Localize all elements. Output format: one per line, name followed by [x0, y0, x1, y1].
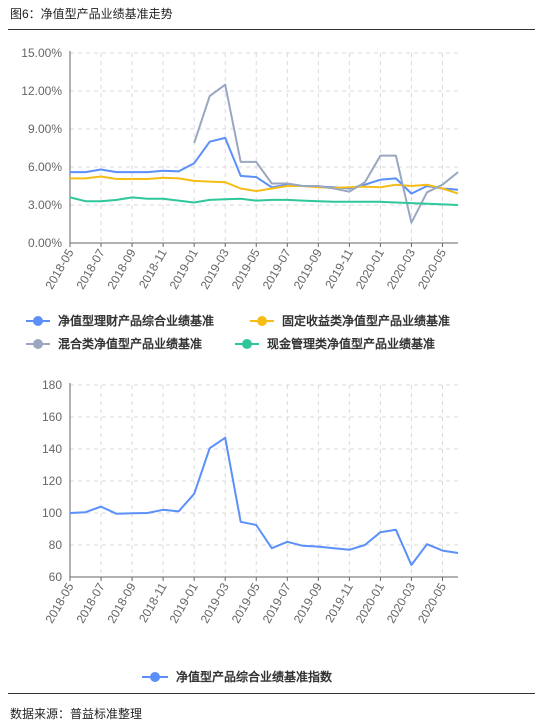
y-tick-label: 0.00%: [28, 236, 62, 250]
x-tick-label: 2019-09: [291, 246, 325, 291]
legend-marker: [150, 672, 160, 682]
x-tick-label: 2019-07: [260, 580, 294, 625]
legend-marker: [33, 316, 43, 326]
y-tick-label: 100: [42, 506, 62, 520]
x-tick-label: 2020-03: [384, 580, 418, 625]
x-tick-label: 2019-03: [198, 580, 232, 625]
series-line-1: [70, 136, 459, 195]
y-tick-label: 6.00%: [28, 160, 62, 174]
x-tick-label: 2018-09: [105, 580, 139, 625]
x-tick-label: 2020-03: [384, 246, 418, 291]
legend-label: 净值型产品综合业绩基准指数: [176, 669, 333, 684]
series-line-1: [69, 436, 459, 566]
x-tick-label: 2019-09: [291, 580, 325, 625]
y-tick-label: 80: [49, 538, 63, 552]
y-tick-label: 9.00%: [28, 122, 62, 136]
x-tick-label: 2020-05: [415, 246, 449, 291]
y-tick-label: 160: [42, 410, 62, 424]
x-tick-label: 2018-05: [42, 580, 76, 625]
legend-marker: [242, 339, 252, 349]
figure-title: 图6：净值型产品业绩基准走势: [10, 7, 173, 21]
x-tick-label: 2019-11: [322, 246, 356, 291]
legend-label: 现金管理类净值型产品业绩基准: [267, 336, 435, 351]
y-tick-label: 120: [42, 474, 62, 488]
legend-marker: [257, 316, 267, 326]
x-tick-label: 2018-11: [136, 580, 170, 625]
source-note: 数据来源：普益标准整理: [10, 707, 143, 721]
series-line-4: [69, 196, 459, 206]
x-tick-label: 2018-07: [73, 246, 107, 291]
x-tick-label: 2019-03: [198, 246, 232, 291]
y-tick-label: 140: [42, 442, 62, 456]
x-tick-label: 2019-01: [167, 246, 201, 291]
y-tick-label: 60: [49, 570, 63, 584]
y-tick-label: 180: [42, 378, 62, 392]
y-tick-label: 15.00%: [21, 46, 62, 60]
series-line-2: [70, 175, 459, 195]
x-tick-label: 2019-01: [167, 580, 201, 625]
x-tick-label: 2019-05: [229, 246, 263, 291]
x-tick-label: 2020-01: [353, 580, 387, 625]
x-tick-label: 2018-05: [42, 246, 76, 291]
y-tick-label: 3.00%: [28, 198, 62, 212]
legend-label: 净值型理财产品综合业绩基准: [58, 313, 214, 328]
bottom-divider: [8, 693, 535, 694]
x-tick-label: 2018-11: [136, 246, 170, 291]
x-tick-label: 2019-11: [322, 580, 356, 625]
legend-marker: [33, 339, 43, 349]
x-tick-label: 2018-09: [105, 246, 139, 291]
chart-2: 60 80 100 120 140 160 180 2018-052018-072018-09…: [42, 378, 459, 684]
x-tick-label: 2020-01: [353, 246, 387, 291]
x-tick-label: 2020-05: [415, 580, 449, 625]
top-divider: [8, 29, 535, 30]
x-tick-label: 2019-05: [229, 580, 263, 625]
legend-label: 混合类净值型产品业绩基准: [58, 336, 202, 351]
legend-label: 固定收益类净值型产品业绩基准: [282, 313, 450, 328]
series-line-3: [193, 83, 459, 224]
y-tick-label: 12.00%: [21, 84, 62, 98]
x-tick-label: 2019-07: [260, 246, 294, 291]
chart-1: 0.00%3.00%6.00%9.00%12.00%15.00%2018-052…: [21, 46, 459, 351]
x-tick-label: 2018-07: [73, 580, 107, 625]
